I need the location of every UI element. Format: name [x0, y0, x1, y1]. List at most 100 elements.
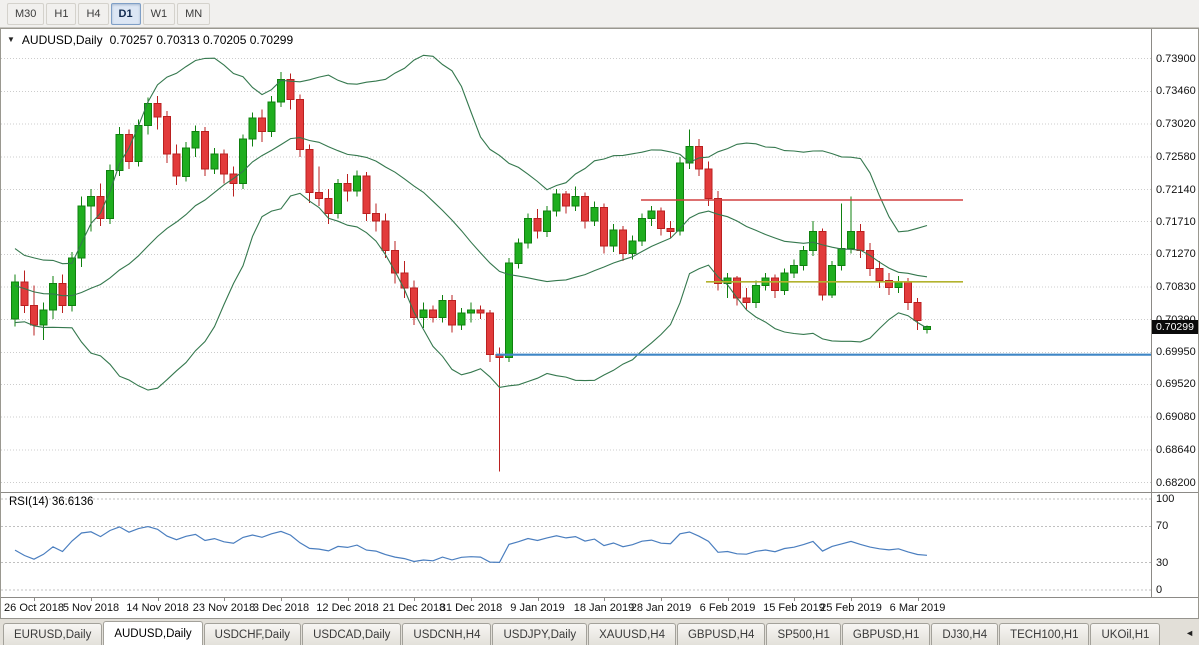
tab-eurusd-daily[interactable]: EURUSD,Daily: [3, 623, 103, 645]
bear-candle: [856, 223, 865, 258]
date-axis-label: 25 Feb 2019: [820, 602, 882, 614]
tab-usdchf-daily[interactable]: USDCHF,Daily: [203, 623, 302, 645]
rsi-gridlines: [1, 498, 1151, 591]
bear-candle: [486, 310, 494, 363]
bear-candle: [448, 295, 456, 333]
bear-candle: [220, 149, 228, 184]
bear-candle: [258, 109, 266, 142]
bear-candle: [866, 243, 874, 276]
bear-candle: [410, 280, 418, 325]
date-axis-label: 5 Nov 2018: [62, 602, 120, 614]
bull-candle: [524, 213, 532, 249]
bollinger-upper-band: [14, 54, 928, 265]
rsi-line: [14, 525, 928, 564]
bear-candle: [391, 240, 399, 284]
date-tick: [727, 598, 729, 601]
bull-candle: [514, 238, 523, 269]
date-tick: [224, 598, 225, 601]
timeframe-button-d1[interactable]: D1: [110, 2, 141, 25]
price-axis-label: 0.73900: [1156, 52, 1196, 65]
bull-candle: [638, 213, 646, 247]
price-chart-plot[interactable]: [1, 29, 1151, 493]
date-axis-label: 26 Oct 2018: [4, 602, 64, 614]
rsi-panel[interactable]: RSI(14) 36.6136 100 70 30 0: [1, 493, 1198, 598]
bear-candle: [305, 144, 314, 203]
collapse-triangle-icon[interactable]: ▼: [7, 35, 15, 44]
price-axis-label: 0.70830: [1156, 281, 1196, 294]
date-axis[interactable]: 26 Oct 2018 5 Nov 2018 14 Nov 2018 23 Nov 2…: [1, 598, 1198, 618]
bull-candle: [799, 246, 808, 271]
price-axis-label: 0.73460: [1156, 85, 1196, 98]
bear-candle: [904, 278, 912, 311]
timeframe-button-m30[interactable]: M30: [7, 2, 45, 25]
bear-candle: [533, 208, 542, 239]
tab-tech100-h1[interactable]: TECH100,H1: [999, 623, 1090, 645]
bull-candle: [419, 302, 428, 328]
bear-candle: [818, 228, 827, 301]
timeframe-toolbar: M30 H1 H4 D1 W1 MN: [0, 0, 1199, 28]
main-chart-panel[interactable]: ▼ AUDUSD,Daily 0.70257 0.70313 0.70205 0…: [1, 29, 1198, 493]
bear-candle: [495, 347, 504, 472]
date-tick: [471, 598, 472, 601]
bear-candle: [771, 274, 779, 299]
timeframe-button-w1[interactable]: W1: [142, 2, 176, 25]
bear-candle: [201, 127, 209, 177]
price-axis-label: 0.71270: [1156, 248, 1196, 261]
bear-candle: [125, 129, 133, 169]
bull-candle: [115, 127, 124, 177]
tab-gbpusd-h4[interactable]: GBPUSD,H4: [676, 623, 766, 645]
bull-candle: [590, 201, 599, 227]
bull-candle: [543, 206, 551, 238]
bull-candle: [505, 258, 513, 363]
tab-sp500-h1[interactable]: SP500,H1: [766, 623, 841, 645]
date-tick: [157, 598, 159, 601]
date-tick: [347, 598, 349, 601]
bear-candle: [372, 203, 380, 232]
bull-candle: [210, 148, 219, 174]
tab-usdjpy-daily[interactable]: USDJPY,Daily: [492, 623, 588, 645]
bear-candle: [286, 73, 295, 110]
date-tick: [537, 598, 539, 601]
tab-scroll-left-icon[interactable]: ◄: [1185, 628, 1194, 638]
chart-ohlc-values: 0.70257 0.70313 0.70205 0.70299: [109, 33, 294, 47]
date-axis-label: 18 Jan 2019: [573, 602, 635, 614]
tab-usdcnh-h4[interactable]: USDCNH,H4: [402, 623, 492, 645]
current-price-tag: 0.70299: [1152, 320, 1198, 334]
bull-candle: [144, 97, 152, 135]
timeframe-button-mn[interactable]: MN: [177, 2, 211, 25]
bear-candle: [343, 174, 352, 202]
bear-candle: [58, 274, 67, 314]
bull-candle: [49, 275, 57, 319]
rsi-axis: 100 70 30 0: [1151, 493, 1198, 597]
bull-candle: [267, 95, 276, 137]
rsi-indicator-label: RSI(14) 36.6136: [9, 496, 94, 508]
tab-dj30-h4[interactable]: DJ30,H4: [931, 623, 999, 645]
bear-candle: [400, 261, 409, 299]
tab-xauusd-h4[interactable]: XAUUSD,H4: [588, 623, 676, 645]
bull-candle: [676, 156, 684, 236]
date-axis-label: 6 Mar 2019: [889, 602, 946, 614]
bull-candle: [191, 125, 200, 157]
price-axis-label: 0.71710: [1156, 215, 1196, 228]
date-tick: [34, 598, 35, 601]
date-tick: [917, 598, 919, 601]
price-axis[interactable]: 0.70299 0.73900 0.73460 0.73020 0.72580 0.72…: [1151, 29, 1198, 492]
bear-candle: [619, 226, 627, 261]
bear-candle: [362, 171, 371, 221]
date-tick: [281, 598, 282, 601]
rsi-axis-label: 100: [1156, 493, 1175, 505]
timeframe-button-h1[interactable]: H1: [46, 2, 77, 25]
date-axis-label: 3 Dec 2018: [252, 602, 310, 614]
bull-candle: [847, 196, 855, 254]
bull-candle: [277, 72, 285, 108]
bear-candle: [429, 305, 437, 323]
bull-candle: [182, 142, 190, 182]
timeframe-button-h4[interactable]: H4: [78, 2, 109, 25]
date-axis-label: 6 Feb 2019: [699, 602, 756, 614]
tab-gbpusd-h1[interactable]: GBPUSD,H1: [841, 623, 931, 645]
tab-ukoil-h1[interactable]: UKOil,H1: [1090, 623, 1161, 645]
bull-candle: [334, 179, 342, 219]
tab-usdcad-daily[interactable]: USDCAD,Daily: [302, 623, 402, 645]
tab-audusd-daily[interactable]: AUDUSD,Daily: [103, 621, 203, 645]
bear-candle: [172, 144, 181, 186]
